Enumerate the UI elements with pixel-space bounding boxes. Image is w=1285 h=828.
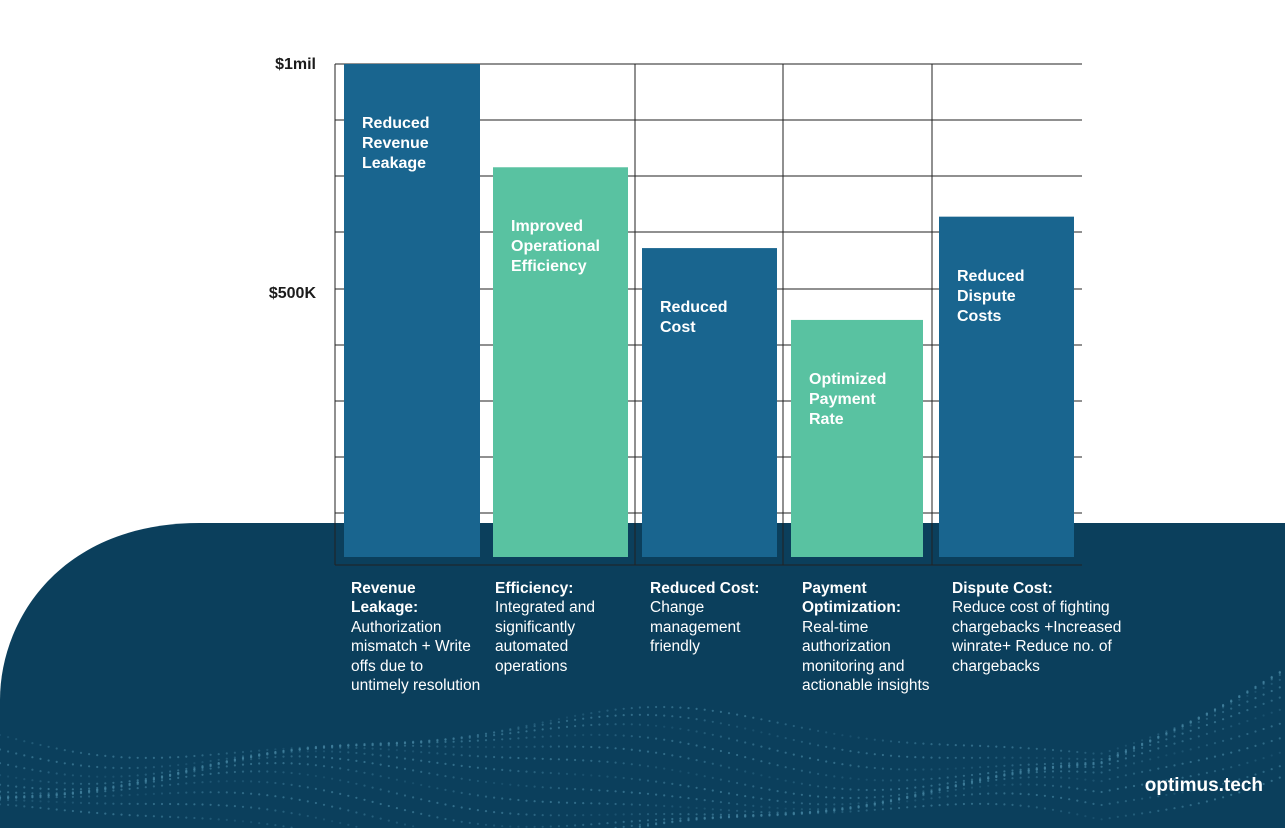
bar-4 (791, 319, 923, 557)
bar-label-1: Reduced Revenue Leakage (362, 115, 430, 172)
brand-logo-text: optimus.tech (1144, 775, 1263, 796)
category-description-body: Real-time authorization monitoring and a… (802, 618, 930, 695)
y-tick-label-1mil: $1mil (275, 56, 316, 73)
category-description-title: Dispute Cost: (952, 580, 1053, 597)
category-description-title: Payment Optimization: (802, 580, 902, 617)
category-description-2: Efficiency: Integrated and significantly … (495, 579, 630, 676)
bar-1 (344, 64, 480, 557)
bar-2 (493, 167, 628, 557)
category-description-title: Revenue Leakage: (351, 580, 419, 617)
bar-5 (939, 216, 1074, 557)
category-description-title: Efficiency: (495, 580, 574, 597)
bar-label-4: Optimized Payment Rate (809, 370, 887, 428)
category-description-4: Payment Optimization: Real-time authoriza… (802, 579, 932, 695)
chart-bars (344, 64, 1074, 557)
category-description-5: Dispute Cost: Reduce cost of fighting cha… (952, 579, 1122, 676)
y-tick-label-500k: $500K (268, 285, 316, 302)
bar-3 (642, 248, 777, 557)
category-description-body: Reduce cost of fighting chargebacks +Inc… (952, 599, 1122, 675)
category-description-1: Revenue Leakage: Authorization mismatch +… (351, 579, 481, 695)
category-description-body: Change management friendly (650, 599, 741, 656)
bar-label-3: Reduced Cost (660, 299, 728, 337)
bar-label-5: Reduced Dispute Costs (957, 267, 1025, 325)
category-description-body: Integrated and significantly automated o… (495, 599, 595, 675)
decorative-dot-pattern (0, 670, 1281, 828)
category-description-title: Reduced Cost: (650, 580, 760, 597)
bar-label-2: Improved Operational Efficiency (511, 218, 600, 276)
category-description-body: Authorization mismatch + Write offs due … (351, 618, 481, 695)
category-description-3: Reduced Cost: Change management friendly (650, 579, 780, 657)
